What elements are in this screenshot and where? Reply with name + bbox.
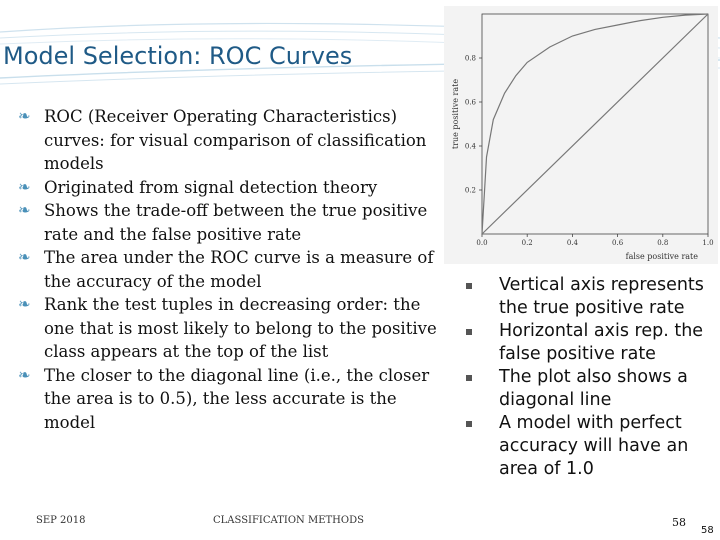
- left-bullet: ❧ Originated from signal detection theory: [18, 176, 438, 200]
- plot-frame: [481, 13, 709, 235]
- swirl-bullet-icon: ❧: [18, 295, 31, 313]
- x-tick-label: 0.2: [522, 239, 533, 247]
- left-bullet-list: ❧ ROC (Receiver Operating Characteristics…: [18, 105, 438, 434]
- right-bullet: Vertical axis represents the true positi…: [463, 274, 715, 320]
- right-bullet: A model with perfect accuracy will have …: [463, 412, 715, 481]
- swirl-bullet-icon: ❧: [18, 201, 31, 219]
- y-tick-label: 0.2: [465, 187, 476, 195]
- square-bullet-icon: [466, 283, 472, 289]
- left-bullet: ❧ The closer to the diagonal line (i.e., …: [18, 365, 430, 432]
- x-tick-label: 0.0: [476, 239, 487, 247]
- slide-title: Model Selection: ROC Curves: [3, 42, 353, 70]
- x-axis-label: false positive rate: [626, 252, 699, 261]
- left-bullet: ❧ Shows the trade-off between the true po…: [18, 201, 428, 244]
- x-tick-label: 1.0: [702, 239, 713, 247]
- roc-chart-svg: 0.0 0.2 0.4 0.6 0.8 1.0 0.2 0.4 0.6 0.8 false posi…: [451, 13, 714, 261]
- left-bullet: ❧ The area under the ROC curve is a measu…: [18, 248, 434, 291]
- right-bullet: The plot also shows a diagonal line: [463, 366, 715, 412]
- right-bullet: Horizontal axis rep. the false positive …: [463, 320, 715, 366]
- roc-curve: [481, 13, 709, 235]
- slide-number-corner: 58: [701, 525, 714, 536]
- x-tick-label: 0.4: [567, 239, 579, 247]
- left-bullet: ❧ Rank the test tuples in decreasing orde…: [18, 295, 437, 361]
- y-tick-label: 0.4: [465, 143, 477, 151]
- x-tick-label: 0.8: [657, 239, 668, 247]
- square-bullet-icon: [466, 375, 472, 381]
- y-axis-label: true positive rate: [451, 79, 460, 149]
- y-tick-label: 0.8: [465, 55, 476, 63]
- swirl-bullet-icon: ❧: [18, 177, 31, 196]
- right-bullet-list: Vertical axis represents the true positi…: [463, 274, 715, 481]
- y-tick-label: 0.6: [465, 99, 477, 107]
- swirl-bullet-icon: ❧: [18, 107, 31, 125]
- square-bullet-icon: [466, 329, 472, 335]
- square-bullet-icon: [466, 421, 472, 427]
- swirl-bullet-icon: ❧: [18, 365, 31, 384]
- diagonal-line: [481, 13, 709, 235]
- swirl-bullet-icon: ❧: [18, 248, 31, 266]
- footer-course: CLASSIFICATION METHODS: [213, 515, 364, 526]
- x-tick-label: 0.6: [612, 239, 624, 247]
- title-bar: Model Selection: ROC Curves: [0, 0, 720, 95]
- footer-date: SEP 2018: [36, 515, 86, 526]
- slide-number: 58: [672, 516, 686, 529]
- left-bullet: ❧ ROC (Receiver Operating Characteristics…: [18, 107, 427, 173]
- roc-chart: 0.0 0.2 0.4 0.6 0.8 1.0 0.2 0.4 0.6 0.8 false posi…: [444, 6, 718, 264]
